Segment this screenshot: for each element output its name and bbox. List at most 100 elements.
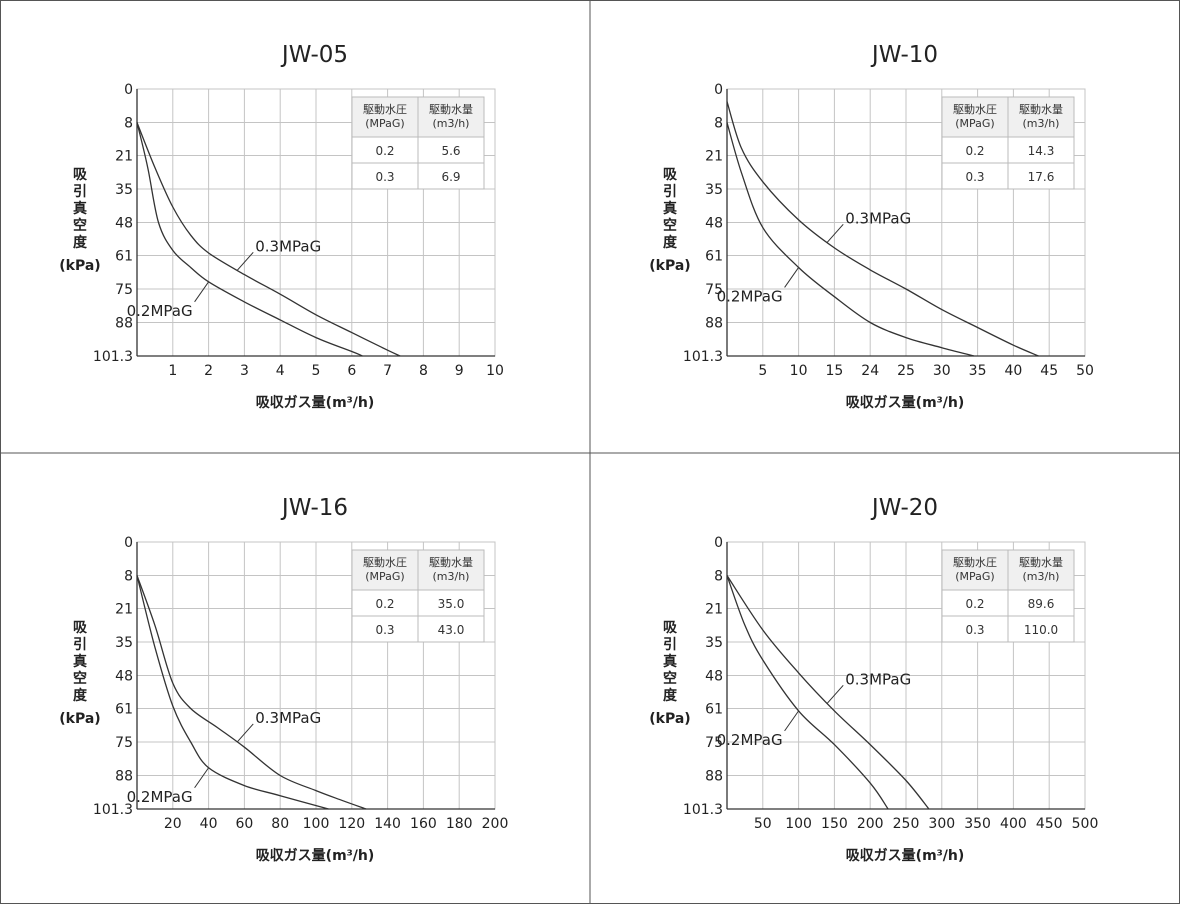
- x-tick-label: 100: [303, 816, 330, 832]
- y-tick-label: 21: [115, 602, 133, 618]
- chart-panel-3: JW-16 0 8 21 35 48 61 75 88 101.3 20 40 60 80 100 120 14…: [59, 495, 508, 864]
- drive-water-table: 駆動水圧(MPaG) 駆動水量(m3/h) 0.2 89.6 0.3 110.0: [941, 549, 1075, 643]
- x-tick-label: 4: [276, 363, 285, 379]
- y-tick-label: 0: [714, 535, 723, 551]
- y-tick-label: 88: [705, 316, 723, 332]
- y-tick-label: 48: [115, 216, 133, 232]
- y-axis-label-char: 度: [73, 687, 88, 704]
- x-tick-label: 2: [204, 363, 213, 379]
- x-tick-label: 30: [933, 363, 951, 379]
- series-leader-line: [784, 267, 800, 288]
- table-header-cell: (MPaG): [365, 117, 404, 130]
- table-cell-pressure: 0.2: [375, 597, 394, 611]
- x-tick-label: 25: [897, 363, 915, 379]
- y-tick-label: 101.3: [683, 349, 723, 365]
- x-tick-label: 140: [374, 816, 401, 832]
- table-header-cell: 駆動水圧: [363, 102, 407, 116]
- y-tick-label: 61: [115, 249, 133, 265]
- table-cell-pressure: 0.3: [965, 170, 984, 184]
- table-cell-pressure: 0.2: [965, 144, 984, 158]
- x-tick-label: 50: [1076, 363, 1094, 379]
- x-tick-label: 15: [825, 363, 843, 379]
- x-tick-label: 7: [383, 363, 392, 379]
- y-axis-label-char: 引: [73, 637, 87, 653]
- chart-title: JW-20: [870, 495, 938, 521]
- x-axis-label: 吸収ガス量(m³/h): [256, 394, 375, 411]
- x-tick-label: 10: [790, 363, 808, 379]
- chart-panel-2: JW-10 0 8 21 35 48 61 75 88 101.3 5 10 15 24 25 30 35 40 4…: [649, 42, 1094, 411]
- table-cell-pressure: 0.3: [965, 623, 984, 637]
- series-leader-line: [826, 223, 844, 243]
- chart-title: JW-16: [280, 495, 348, 521]
- series-label: 0.2MPaG: [717, 731, 783, 749]
- table-cell-pressure: 0.3: [375, 623, 394, 637]
- y-axis-label-char: 真: [73, 200, 87, 217]
- y-tick-label: 35: [705, 635, 723, 651]
- table-header-cell: (m3/h): [433, 117, 470, 130]
- x-tick-label: 8: [419, 363, 428, 379]
- x-tick-label: 450: [1036, 816, 1063, 832]
- table-header-cell: 駆動水量: [1019, 555, 1063, 569]
- y-axis-label-char: 吸: [73, 167, 88, 183]
- x-tick-label: 40: [1004, 363, 1022, 379]
- table-cell-pressure: 0.2: [965, 597, 984, 611]
- y-tick-label: 35: [115, 182, 133, 198]
- x-tick-label: 500: [1072, 816, 1099, 832]
- x-tick-label: 9: [455, 363, 464, 379]
- y-tick-label: 75: [705, 282, 723, 298]
- table-cell-flow: 6.9: [441, 170, 460, 184]
- x-tick-label: 10: [486, 363, 504, 379]
- y-axis-label-char: 空: [73, 670, 87, 687]
- plot-area: 0 8 21 35 48 61 75 88 101.3 20 40 60 80 100 120 140 160 1…: [93, 535, 508, 832]
- table-header-cell: (m3/h): [433, 570, 470, 583]
- x-tick-label: 150: [821, 816, 848, 832]
- series-leader-line: [236, 723, 254, 743]
- y-tick-label: 48: [705, 216, 723, 232]
- x-tick-label: 3: [240, 363, 249, 379]
- y-axis-label-char: 吸: [663, 167, 678, 183]
- y-axis-label-char: 空: [73, 217, 87, 234]
- x-axis-label: 吸収ガス量(m³/h): [846, 394, 965, 411]
- plot-area: 0 8 21 35 48 61 75 88 101.3 1 2 3 4 5 6 7 8 9 10 0.3MPaG 0.2…: [93, 82, 504, 379]
- y-axis-unit: (kPa): [649, 258, 690, 274]
- table-cell-flow: 43.0: [438, 623, 465, 637]
- y-tick-label: 48: [115, 669, 133, 685]
- x-tick-label: 60: [235, 816, 253, 832]
- x-tick-label: 5: [758, 363, 767, 379]
- series-leader-line: [826, 684, 844, 704]
- y-axis-label-char: 引: [663, 184, 677, 200]
- x-tick-label: 350: [964, 816, 991, 832]
- table-cell-pressure: 0.2: [375, 144, 394, 158]
- series-line-0.3mpag: [136, 122, 401, 357]
- x-tick-label: 120: [338, 816, 365, 832]
- series-leader-line: [194, 767, 210, 789]
- series-leader-line: [194, 281, 210, 303]
- y-tick-label: 48: [705, 669, 723, 685]
- y-axis-label-char: 真: [663, 200, 677, 217]
- y-axis-label-char: 引: [73, 184, 87, 200]
- series-label: 0.3MPaG: [255, 237, 321, 255]
- y-axis-label-char: 度: [663, 234, 678, 251]
- x-tick-label: 160: [410, 816, 437, 832]
- y-tick-label: 21: [705, 149, 723, 165]
- x-tick-label: 100: [785, 816, 812, 832]
- y-axis-label-char: 吸: [73, 620, 88, 636]
- y-axis-unit: (kPa): [59, 258, 100, 274]
- x-tick-label: 1: [168, 363, 177, 379]
- x-tick-label: 40: [200, 816, 218, 832]
- y-tick-label: 8: [714, 569, 723, 585]
- y-tick-label: 88: [115, 316, 133, 332]
- y-axis-label-char: 吸: [663, 620, 678, 636]
- y-tick-label: 75: [115, 282, 133, 298]
- plot-area: 0 8 21 35 48 61 75 88 101.3 5 10 15 24 25 30 35 40 45 50 0.…: [683, 82, 1094, 379]
- table-cell-pressure: 0.3: [375, 170, 394, 184]
- table-cell-flow: 89.6: [1028, 597, 1055, 611]
- drive-water-table: 駆動水圧(MPaG) 駆動水量(m3/h) 0.2 5.6 0.3 6.9: [351, 96, 485, 190]
- series-label: 0.2MPaG: [127, 302, 193, 320]
